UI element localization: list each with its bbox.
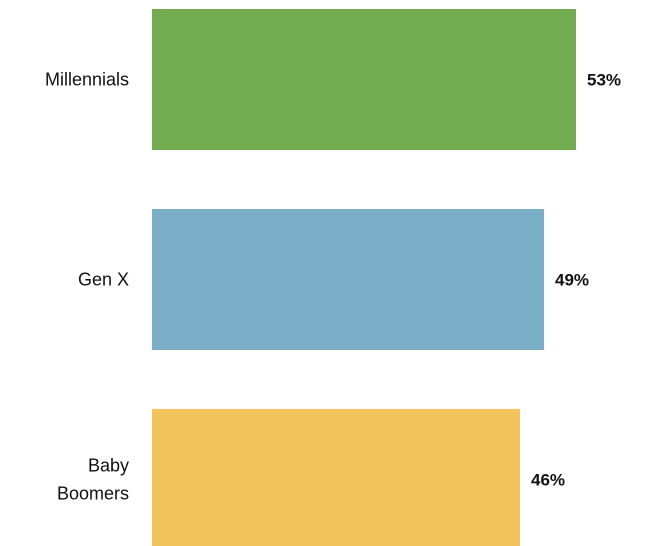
value-label: 46% (531, 471, 565, 490)
value-labels-group: 53% 49% 46% (531, 71, 621, 490)
category-label: Gen X (78, 270, 129, 290)
category-label-line: Gen X (78, 270, 129, 290)
category-label: Baby Boomers (57, 456, 129, 504)
bars-group (152, 9, 576, 546)
bar-gen-x (152, 209, 544, 350)
bar-baby-boomers (152, 409, 520, 546)
value-label: 49% (555, 271, 589, 290)
category-label-line: Boomers (57, 484, 129, 504)
category-label-line: Millennials (45, 70, 129, 90)
value-label: 53% (587, 71, 621, 90)
category-label: Millennials (45, 70, 129, 90)
category-labels-group: Millennials Gen X Baby Boomers (45, 70, 129, 504)
category-label-line: Baby (88, 456, 129, 476)
bar-millennials (152, 9, 576, 150)
